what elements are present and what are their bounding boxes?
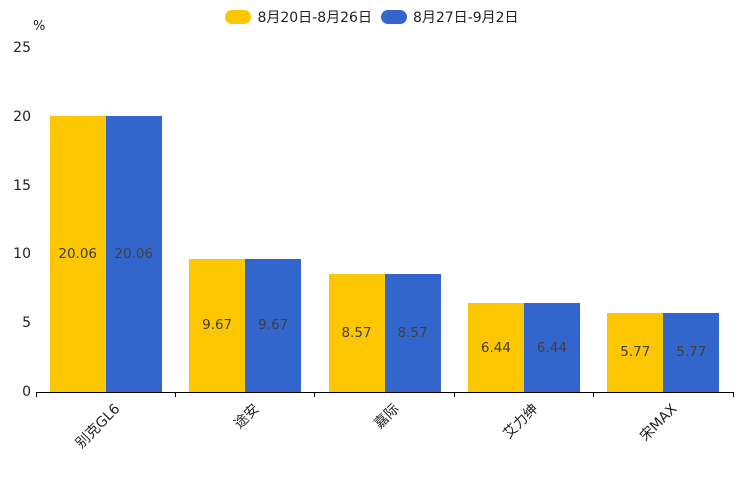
bar-8月20日-8月26日: 6.44: [467, 303, 524, 392]
y-tick-label: 25: [13, 40, 31, 56]
bar-value-label: 8.57: [341, 325, 372, 342]
legend: 8月20日-8月26日 8月27日-9月2日: [0, 7, 744, 27]
bar-8月20日-8月26日: 9.67: [189, 258, 246, 392]
bar-value-label: 20.06: [114, 245, 154, 262]
bar-value-label: 8.57: [397, 325, 428, 342]
x-axis-tick: [174, 392, 176, 397]
bar-value-label: 5.77: [676, 344, 707, 361]
bar-8月27日-9月2日: 20.06: [105, 115, 162, 392]
x-axis-tick: [35, 392, 37, 397]
y-axis-unit-label: %: [33, 19, 46, 34]
x-category-label: 宋MAX: [637, 401, 681, 445]
bar-8月27日-9月2日: 8.57: [384, 274, 441, 392]
bar-8月20日-8月26日: 20.06: [49, 115, 106, 392]
legend-item-week2[interactable]: 8月27日-9月2日: [380, 7, 519, 27]
legend-label-week1: 8月20日-8月26日: [257, 10, 372, 26]
bar-value-label: 5.77: [620, 344, 651, 361]
legend-label-week2: 8月27日-9月2日: [412, 10, 519, 26]
y-tick-label: 10: [13, 246, 31, 263]
bar-value-label: 9.67: [202, 317, 233, 334]
bar-value-label: 6.44: [480, 339, 511, 356]
bar-value-label: 20.06: [58, 245, 98, 262]
bar-8月27日-9月2日: 9.67: [245, 258, 302, 392]
bar-8月20日-8月26日: 5.77: [607, 312, 664, 392]
bar-8月27日-9月2日: 5.77: [663, 312, 720, 392]
legend-swatch-week1-icon: [225, 10, 252, 24]
x-axis-tick: [593, 392, 595, 397]
bar-value-label: 9.67: [258, 317, 289, 334]
x-category-label: 途安: [231, 401, 263, 433]
x-category-label: 嘉际: [370, 401, 402, 433]
x-axis-tick: [453, 392, 455, 397]
bar-8月20日-8月26日: 8.57: [328, 274, 385, 392]
legend-swatch-week2-icon: [380, 10, 407, 24]
y-tick-label: 5: [22, 315, 31, 332]
bar-8月27日-9月2日: 6.44: [523, 303, 580, 392]
y-tick-label: 0: [22, 384, 31, 400]
y-tick-label: 15: [13, 177, 31, 194]
x-axis-tick: [732, 392, 734, 397]
x-axis-tick: [314, 392, 316, 397]
y-tick-label: 20: [13, 108, 31, 125]
bar-value-label: 6.44: [536, 339, 567, 356]
x-category-label: 别克GL6: [72, 401, 124, 452]
x-category-label: 艾力绅: [500, 401, 542, 443]
legend-item-week1[interactable]: 8月20日-8月26日: [225, 7, 372, 27]
x-axis-line: [36, 392, 733, 393]
